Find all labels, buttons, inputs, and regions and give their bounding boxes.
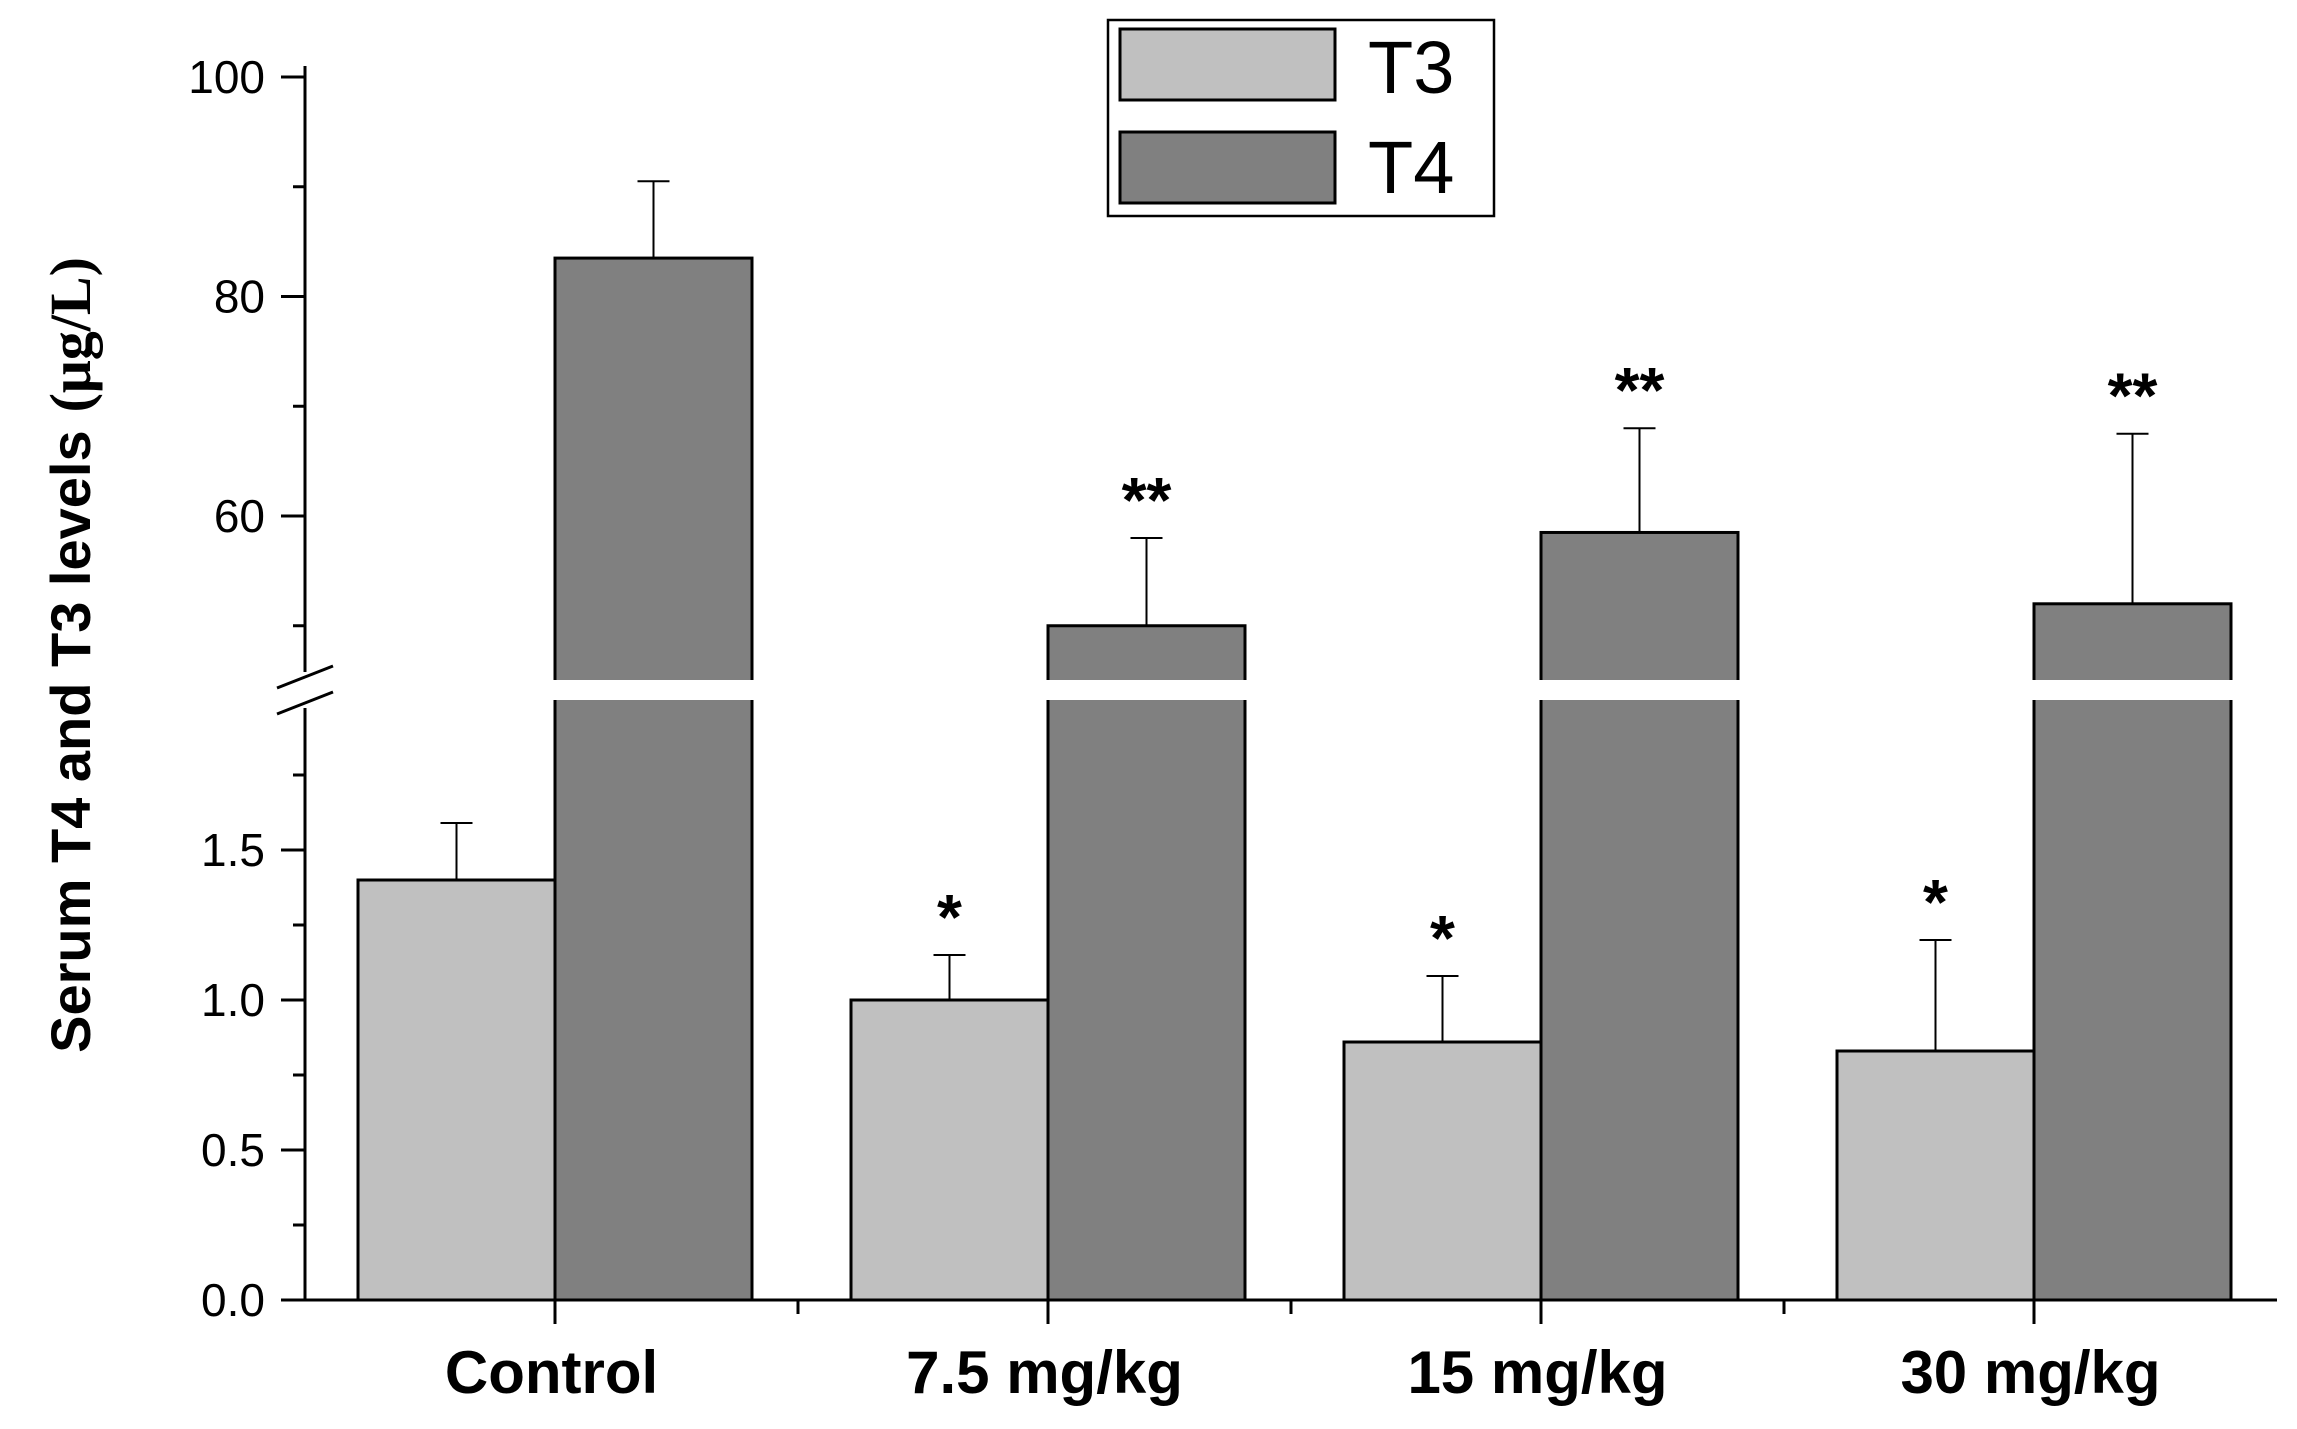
axis-break-mark — [276, 664, 334, 716]
category-labels-layer: Control 7.5 mg/kg 15 mg/kg 30 mg/kg — [445, 1339, 2161, 1406]
bar-t4-0 — [553, 256, 754, 1302]
significance-markers: ********* — [937, 354, 2157, 974]
significance-t3-3: * — [1923, 866, 1948, 938]
error-bar-t3-1 — [933, 954, 966, 1000]
y-axis-label: Serum T4 and T3 levels (μg/L) — [38, 257, 103, 1053]
tick-labels-layer: 60 80 100 0.0 0.5 1.0 1.5 — [188, 51, 265, 1326]
y-tick-label-lower: 0.0 — [201, 1274, 265, 1326]
category-label-0: Control — [445, 1339, 658, 1406]
y-tick-label-lower: 1.5 — [201, 824, 265, 876]
category-label-2: 15 mg/kg — [1407, 1339, 1667, 1406]
bar-t3-0 — [356, 878, 557, 1302]
break-gap-2 — [1537, 680, 1742, 700]
significance-t4-3: ** — [2108, 360, 2158, 432]
error-bar-t3-0 — [440, 822, 473, 880]
bar-t4-2 — [1539, 530, 1740, 1302]
y-tick-label-upper: 100 — [188, 51, 265, 103]
break-gap-1 — [1044, 680, 1249, 700]
error-bar-t4-2 — [1623, 427, 1656, 533]
break-slash-1 — [276, 664, 334, 690]
significance-t4-1: ** — [1122, 464, 1172, 536]
legend: T3 T4 — [1106, 18, 1496, 218]
bar-t3-1 — [849, 998, 1050, 1302]
legend-label-t3: T3 — [1368, 26, 1454, 109]
legend-swatch-t4 — [1118, 130, 1337, 205]
error-bar-t4-1 — [1130, 536, 1163, 626]
y-tick-label-upper: 60 — [214, 490, 265, 542]
axis-break-gaps — [551, 680, 2235, 700]
error-bars-layer — [440, 180, 2149, 1051]
axes-layer — [276, 66, 2277, 1324]
category-label-3: 30 mg/kg — [1900, 1339, 2160, 1406]
y-tick-label-upper: 80 — [214, 271, 265, 323]
error-bar-t4-3 — [2116, 432, 2149, 604]
category-label-1: 7.5 mg/kg — [906, 1339, 1183, 1406]
break-gap-0 — [551, 680, 756, 700]
break-slash-2 — [276, 690, 334, 716]
significance-t4-2: ** — [1615, 354, 1665, 426]
legend-label-t4: T4 — [1368, 126, 1454, 209]
y-tick-label-lower: 1.0 — [201, 974, 265, 1026]
y-axis-label-unit: (μg/L) — [38, 257, 103, 412]
significance-t3-1: * — [937, 881, 962, 953]
error-bar-t4-0 — [637, 180, 670, 259]
error-bar-t3-2 — [1426, 975, 1459, 1042]
error-bar-t3-3 — [1919, 939, 1952, 1051]
bar-t3-3 — [1835, 1049, 2036, 1302]
y-tick-label-lower: 0.5 — [201, 1124, 265, 1176]
bar-t3-2 — [1342, 1040, 1543, 1302]
bar-t4-1 — [1046, 624, 1247, 1302]
legend-swatch-t3 — [1118, 27, 1337, 102]
bars-layer — [356, 256, 2233, 1302]
break-gap-3 — [2030, 680, 2235, 700]
y-axis-label-main: Serum T4 and T3 levels — [39, 430, 102, 1052]
significance-t3-2: * — [1430, 902, 1455, 974]
bar-t4-3 — [2032, 602, 2233, 1302]
